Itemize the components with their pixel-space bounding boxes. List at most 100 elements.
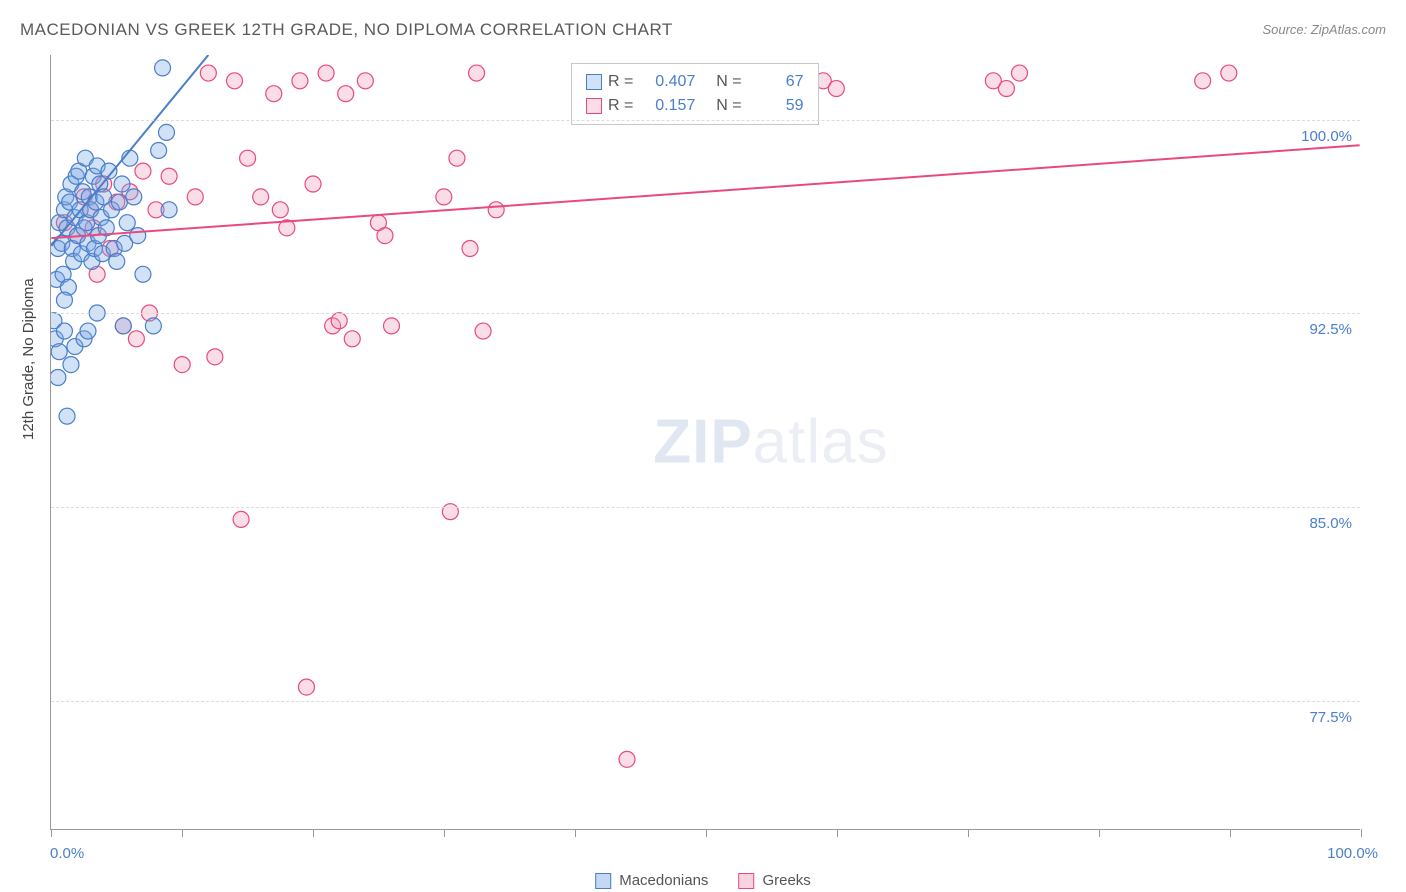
data-point xyxy=(87,241,103,257)
swatch-greeks-icon xyxy=(738,873,754,889)
x-axis-max-label: 100.0% xyxy=(1327,845,1378,862)
x-tick xyxy=(1230,829,1231,837)
data-point xyxy=(442,504,458,520)
data-point xyxy=(51,215,67,231)
data-point xyxy=(130,228,146,244)
data-point xyxy=(70,228,86,244)
legend-label: Macedonians xyxy=(619,872,708,889)
data-point xyxy=(109,194,125,210)
data-point xyxy=(828,81,844,97)
data-point xyxy=(68,168,84,184)
x-tick xyxy=(313,829,314,837)
data-point xyxy=(357,73,373,89)
data-point xyxy=(128,331,144,347)
x-tick xyxy=(1361,829,1362,837)
data-point xyxy=(80,235,96,251)
data-point xyxy=(305,176,321,192)
swatch-macedonians-icon xyxy=(595,873,611,889)
data-point xyxy=(72,202,88,218)
trend-line xyxy=(51,55,208,246)
data-point xyxy=(88,194,104,210)
watermark: ZIPatlas xyxy=(653,407,888,478)
data-point xyxy=(200,65,216,81)
data-point xyxy=(94,246,110,262)
r-label: R = xyxy=(608,94,633,118)
data-point xyxy=(985,73,1001,89)
y-axis-label: 12th Grade, No Diploma xyxy=(20,278,37,440)
data-point xyxy=(89,158,105,174)
data-point xyxy=(63,176,79,192)
data-point xyxy=(64,241,80,257)
data-point xyxy=(279,220,295,236)
data-point xyxy=(62,194,78,210)
data-point xyxy=(119,215,135,231)
data-point xyxy=(83,202,99,218)
n-value: 67 xyxy=(748,70,804,94)
data-point xyxy=(79,215,95,231)
data-point xyxy=(96,176,112,192)
data-point xyxy=(318,65,334,81)
data-point xyxy=(344,331,360,347)
data-point xyxy=(370,215,386,231)
data-point xyxy=(115,318,131,334)
data-point xyxy=(253,189,269,205)
data-point xyxy=(155,60,171,76)
swatch-greeks xyxy=(586,98,602,114)
data-point xyxy=(325,318,341,334)
stats-legend: R = 0.407 N = 67 R = 0.157 N = 59 xyxy=(571,63,819,125)
swatch-macedonians xyxy=(586,74,602,90)
data-point xyxy=(1195,73,1211,89)
data-point xyxy=(187,189,203,205)
chart-svg xyxy=(51,55,1360,829)
n-label: N = xyxy=(716,70,741,94)
data-point xyxy=(998,81,1014,97)
data-point xyxy=(227,73,243,89)
x-tick xyxy=(182,829,183,837)
data-point xyxy=(56,202,72,218)
y-tick-label: 92.5% xyxy=(1309,321,1352,338)
data-point xyxy=(63,357,79,373)
data-point xyxy=(93,210,109,226)
data-point xyxy=(81,189,97,205)
legend-label: Greeks xyxy=(762,872,810,889)
r-value: 0.407 xyxy=(639,70,695,94)
data-point xyxy=(98,220,114,236)
data-point xyxy=(145,318,161,334)
data-point xyxy=(106,241,122,257)
x-tick xyxy=(968,829,969,837)
x-tick xyxy=(837,829,838,837)
data-point xyxy=(76,220,92,236)
data-point xyxy=(102,241,118,257)
data-point xyxy=(109,253,125,269)
plot-area: ZIPatlas R = 0.407 N = 67 R = 0.157 N = … xyxy=(50,55,1360,830)
data-point xyxy=(104,202,120,218)
data-point xyxy=(90,228,106,244)
data-point xyxy=(51,313,62,329)
x-tick xyxy=(444,829,445,837)
data-point xyxy=(475,323,491,339)
stats-row-macedonians: R = 0.407 N = 67 xyxy=(586,70,804,94)
data-point xyxy=(207,349,223,365)
data-point xyxy=(89,266,105,282)
data-point xyxy=(436,189,452,205)
n-label: N = xyxy=(716,94,741,118)
data-point xyxy=(135,266,151,282)
x-tick xyxy=(51,829,52,837)
gridline-h xyxy=(51,701,1360,702)
data-point xyxy=(161,202,177,218)
data-point xyxy=(469,65,485,81)
data-point xyxy=(67,339,83,355)
data-point xyxy=(75,184,91,200)
data-point xyxy=(56,292,72,308)
data-point xyxy=(84,253,100,269)
gridline-h xyxy=(51,507,1360,508)
data-point xyxy=(51,271,65,287)
data-point xyxy=(174,357,190,373)
data-point xyxy=(462,241,478,257)
data-point xyxy=(148,202,164,218)
data-point xyxy=(161,168,177,184)
data-point xyxy=(58,189,74,205)
series-legend: Macedonians Greeks xyxy=(595,872,811,889)
data-point xyxy=(384,318,400,334)
data-point xyxy=(151,142,167,158)
